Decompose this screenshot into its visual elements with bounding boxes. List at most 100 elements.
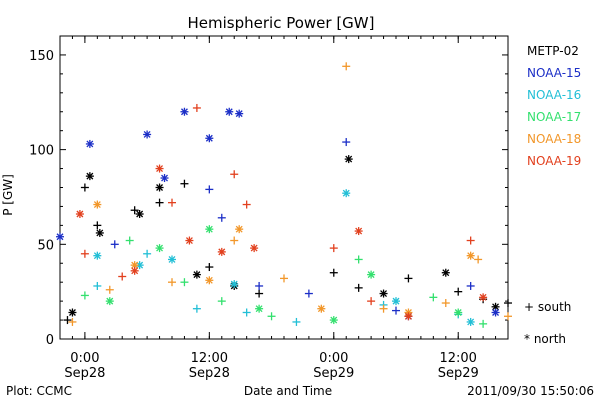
data-point-south bbox=[304, 289, 313, 298]
data-point-south bbox=[80, 249, 89, 258]
data-point-south bbox=[474, 255, 483, 264]
data-point-north bbox=[392, 297, 400, 306]
data-point-north bbox=[342, 189, 351, 198]
data-point-south bbox=[242, 308, 251, 317]
data-point-north bbox=[466, 317, 475, 326]
data-point-north bbox=[56, 232, 64, 241]
data-point-north bbox=[250, 244, 259, 253]
data-point-south bbox=[205, 263, 214, 272]
data-point-north bbox=[160, 174, 169, 183]
legend-entry: NOAA-18 bbox=[527, 132, 581, 146]
data-point-south bbox=[118, 272, 127, 281]
data-point-north bbox=[68, 308, 77, 317]
y-tick-label: 0 bbox=[46, 333, 54, 348]
data-point-south bbox=[441, 299, 450, 308]
data-point-north bbox=[180, 107, 189, 116]
data-point-north bbox=[329, 316, 338, 325]
data-point-south bbox=[354, 283, 363, 292]
data-point-north bbox=[168, 255, 176, 264]
data-point-south bbox=[454, 287, 463, 296]
data-point-south bbox=[93, 281, 102, 290]
data-point-south bbox=[342, 138, 351, 147]
data-point-south bbox=[180, 278, 189, 287]
data-point-north bbox=[230, 280, 239, 289]
data-point-north bbox=[255, 304, 264, 313]
data-point-north bbox=[344, 155, 353, 164]
data-point-south bbox=[329, 244, 338, 253]
data-point-south bbox=[205, 185, 214, 194]
data-point-north bbox=[185, 236, 194, 245]
data-point-north bbox=[155, 244, 164, 253]
data-point-south bbox=[280, 274, 288, 283]
data-point-north bbox=[85, 139, 94, 148]
data-point-south bbox=[80, 183, 89, 192]
data-point-north bbox=[404, 312, 413, 321]
data-point-south bbox=[504, 312, 512, 321]
y-tick-label: 50 bbox=[37, 238, 54, 253]
data-point-north bbox=[192, 270, 201, 279]
legend: METP-02 NOAA-15 NOAA-16 NOAA-17 NOAA-18 NOAA-… bbox=[527, 44, 581, 168]
data-point-south bbox=[125, 236, 134, 245]
y-axis: 0 50 100 150 bbox=[29, 35, 508, 348]
data-point-south bbox=[217, 297, 226, 306]
data-point-south bbox=[143, 249, 152, 258]
data-point-south bbox=[192, 103, 201, 112]
data-point-north bbox=[155, 183, 164, 192]
data-point-north bbox=[135, 210, 144, 219]
data-point-south bbox=[329, 268, 338, 277]
data-point-south bbox=[255, 289, 264, 298]
legend-entry: NOAA-15 bbox=[527, 66, 581, 80]
plot-frame bbox=[59, 35, 509, 340]
x-tick-date: Sep29 bbox=[438, 366, 479, 381]
data-point-north bbox=[205, 225, 214, 234]
data-point-north bbox=[225, 107, 234, 116]
data-point-north bbox=[367, 270, 376, 279]
data-point-south bbox=[466, 236, 475, 245]
data-point-north bbox=[155, 164, 164, 173]
y-tick-label: 100 bbox=[29, 144, 54, 159]
data-point-north bbox=[317, 304, 326, 313]
x-tick-date: Sep29 bbox=[313, 366, 354, 381]
data-point-north bbox=[130, 266, 139, 275]
data-point-north bbox=[217, 247, 226, 256]
data-point-north bbox=[93, 251, 102, 260]
legend-entry: NOAA-17 bbox=[527, 110, 581, 124]
legend-entry: METP-02 bbox=[527, 44, 579, 58]
data-point-south bbox=[379, 304, 388, 313]
plot-credit: Plot: CCMC bbox=[6, 384, 72, 398]
data-point-south bbox=[68, 317, 77, 326]
data-point-south bbox=[130, 206, 139, 215]
data-point-south bbox=[105, 285, 114, 294]
data-point-south bbox=[267, 312, 276, 321]
data-point-north bbox=[379, 289, 388, 298]
x-axis-label: Date and Time bbox=[244, 384, 332, 398]
legend-north-marker: * north bbox=[524, 332, 566, 346]
x-tick-date: Sep28 bbox=[189, 366, 230, 381]
legend-entry: NOAA-19 bbox=[527, 154, 581, 168]
data-point-south bbox=[479, 319, 488, 328]
data-point-north bbox=[95, 228, 104, 237]
data-point-north bbox=[354, 227, 363, 236]
data-point-south bbox=[429, 293, 438, 302]
data-point-north bbox=[75, 210, 84, 219]
data-point-north bbox=[479, 293, 488, 302]
plot-timestamp: 2011/09/30 15:50:06 bbox=[467, 384, 594, 398]
data-point-south bbox=[93, 221, 102, 230]
data-point-north bbox=[466, 251, 475, 260]
chart-title: Hemispheric Power [GW] bbox=[188, 14, 375, 32]
legend-south-marker: + south bbox=[524, 300, 571, 314]
data-point-north bbox=[205, 134, 214, 143]
data-point-north bbox=[93, 200, 102, 209]
x-tick-time: 0:00 bbox=[319, 351, 348, 366]
data-point-north bbox=[454, 308, 463, 317]
data-point-south bbox=[168, 198, 176, 207]
x-tick-date: Sep28 bbox=[64, 366, 105, 381]
data-point-south bbox=[242, 200, 251, 209]
legend-entry: NOAA-16 bbox=[527, 88, 581, 102]
data-point-north bbox=[491, 308, 500, 317]
data-point-south bbox=[292, 317, 301, 326]
data-point-south bbox=[180, 179, 189, 188]
data-point-north bbox=[85, 172, 94, 181]
